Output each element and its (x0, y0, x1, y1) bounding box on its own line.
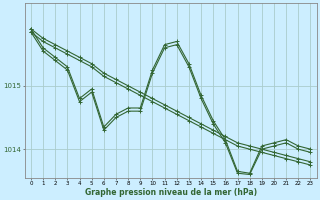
X-axis label: Graphe pression niveau de la mer (hPa): Graphe pression niveau de la mer (hPa) (84, 188, 257, 197)
